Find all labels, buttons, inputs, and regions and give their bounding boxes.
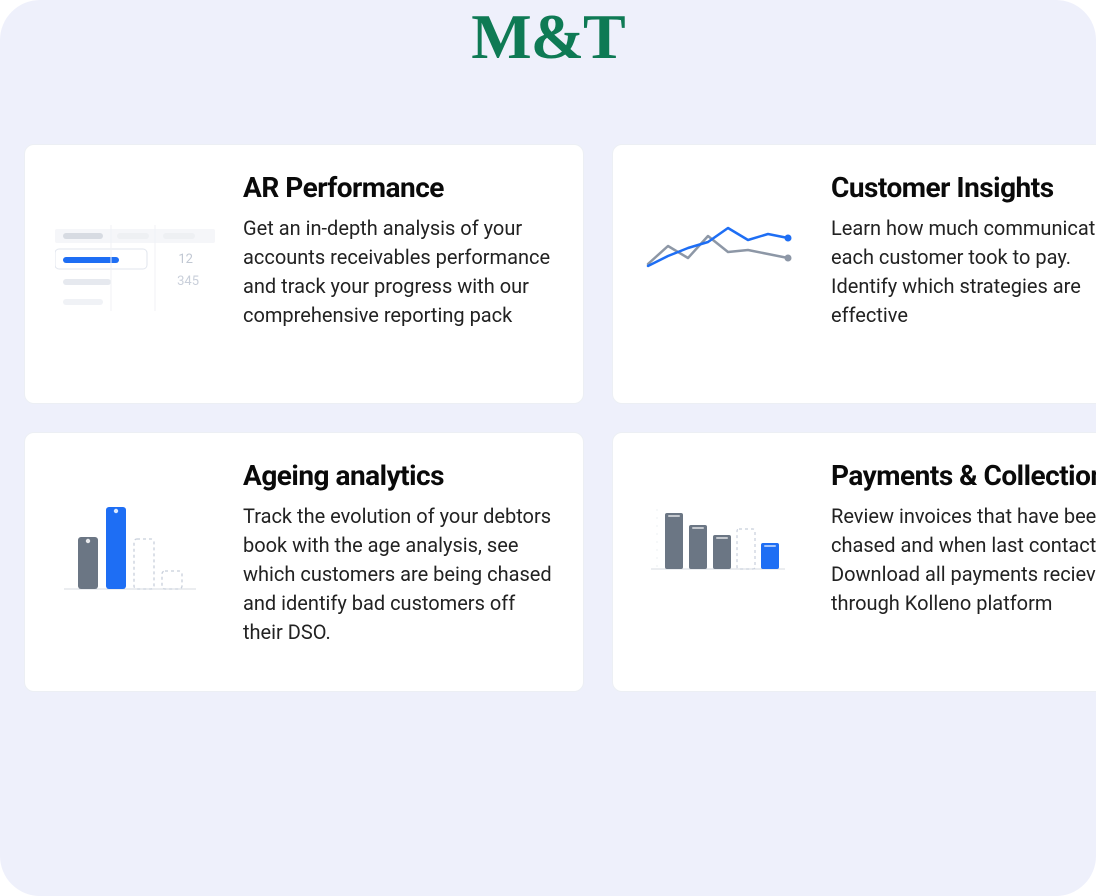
main-panel: M&T 12 345 (0, 0, 1096, 896)
card-title: Customer Insights (831, 171, 1096, 204)
card-body: Payments & Collections Review invoices t… (831, 459, 1096, 618)
card-customer-insights[interactable]: Customer Insights Learn how much communi… (612, 144, 1096, 404)
logo-text: M&T (471, 1, 624, 72)
cards-grid: 12 345 AR Performance Get an in-depth an… (24, 144, 1072, 692)
logo: M&T (24, 0, 1072, 74)
svg-text:12: 12 (178, 252, 193, 267)
card-title: AR Performance (243, 171, 553, 204)
svg-text:345: 345 (177, 274, 199, 289)
card-title: Payments & Collections (831, 459, 1096, 492)
card-desc: Track the evolution of your debtors book… (243, 502, 553, 647)
card-desc: Review invoices that have been chased an… (831, 502, 1096, 618)
card-title: Ageing analytics (243, 459, 553, 492)
card-desc: Learn how much communication each custom… (831, 214, 1096, 330)
card-body: Ageing analytics Track the evolution of … (243, 459, 553, 647)
card-body: Customer Insights Learn how much communi… (831, 171, 1096, 330)
card-ageing-analytics[interactable]: Ageing analytics Track the evolution of … (24, 432, 584, 692)
bar-chart-ageing-icon (55, 459, 215, 599)
card-body: AR Performance Get an in-depth analysis … (243, 171, 553, 330)
card-ar-performance[interactable]: 12 345 AR Performance Get an in-depth an… (24, 144, 584, 404)
table-icon: 12 345 (55, 171, 215, 321)
line-chart-icon (643, 171, 803, 281)
card-payments-collections[interactable]: Payments & Collections Review invoices t… (612, 432, 1096, 692)
bar-chart-payments-icon (643, 459, 803, 579)
card-desc: Get an in-depth analysis of your account… (243, 214, 553, 330)
